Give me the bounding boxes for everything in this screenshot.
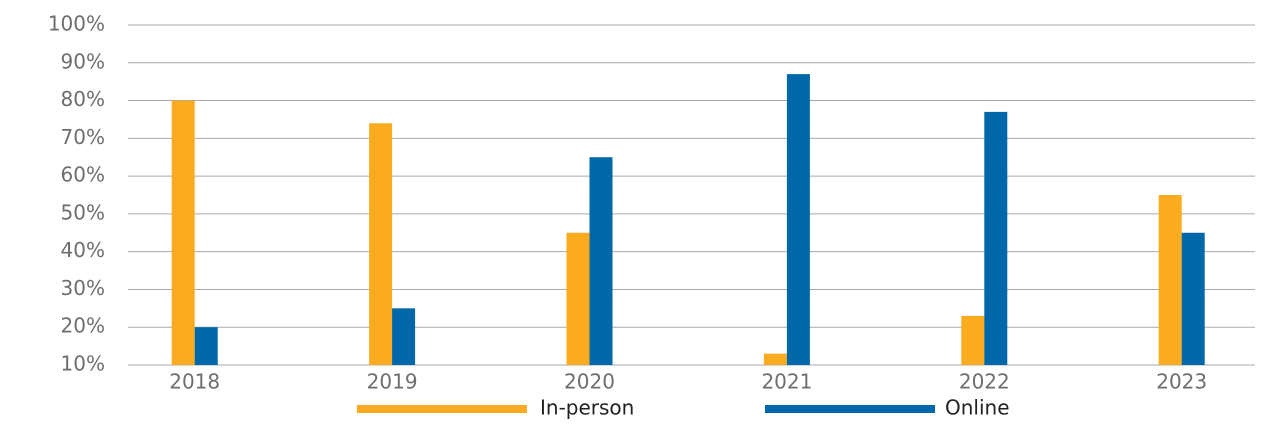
bar xyxy=(961,315,985,365)
bar xyxy=(369,123,393,365)
y-tick-label: 10% xyxy=(61,352,105,376)
bar xyxy=(984,111,1008,365)
x-tick-label: 2019 xyxy=(367,370,418,394)
y-tick-label: 50% xyxy=(61,200,105,224)
y-tick-label: 30% xyxy=(61,276,105,300)
bar xyxy=(589,157,613,365)
bar xyxy=(171,100,195,366)
x-tick-label: 2018 xyxy=(169,370,220,394)
y-tick-label: 100% xyxy=(48,12,105,36)
y-tick-label: 20% xyxy=(61,314,105,338)
x-tick-label: 2021 xyxy=(761,370,812,394)
y-tick-label: 70% xyxy=(61,125,105,149)
bar xyxy=(194,327,218,365)
legend-label: Online xyxy=(945,396,1010,420)
bar xyxy=(392,308,416,365)
bar xyxy=(1158,195,1182,365)
y-tick-label: 40% xyxy=(61,238,105,262)
bar xyxy=(566,232,590,365)
bar xyxy=(1181,232,1205,365)
y-tick-label: 60% xyxy=(61,163,105,187)
x-tick-label: 2023 xyxy=(1156,370,1207,394)
legend-label: In-person xyxy=(540,396,634,420)
x-tick-label: 2020 xyxy=(564,370,615,394)
y-tick-label: 90% xyxy=(61,49,105,73)
y-tick-label: 80% xyxy=(61,87,105,111)
bar xyxy=(763,353,787,365)
bar xyxy=(786,74,810,365)
x-tick-label: 2022 xyxy=(959,370,1010,394)
